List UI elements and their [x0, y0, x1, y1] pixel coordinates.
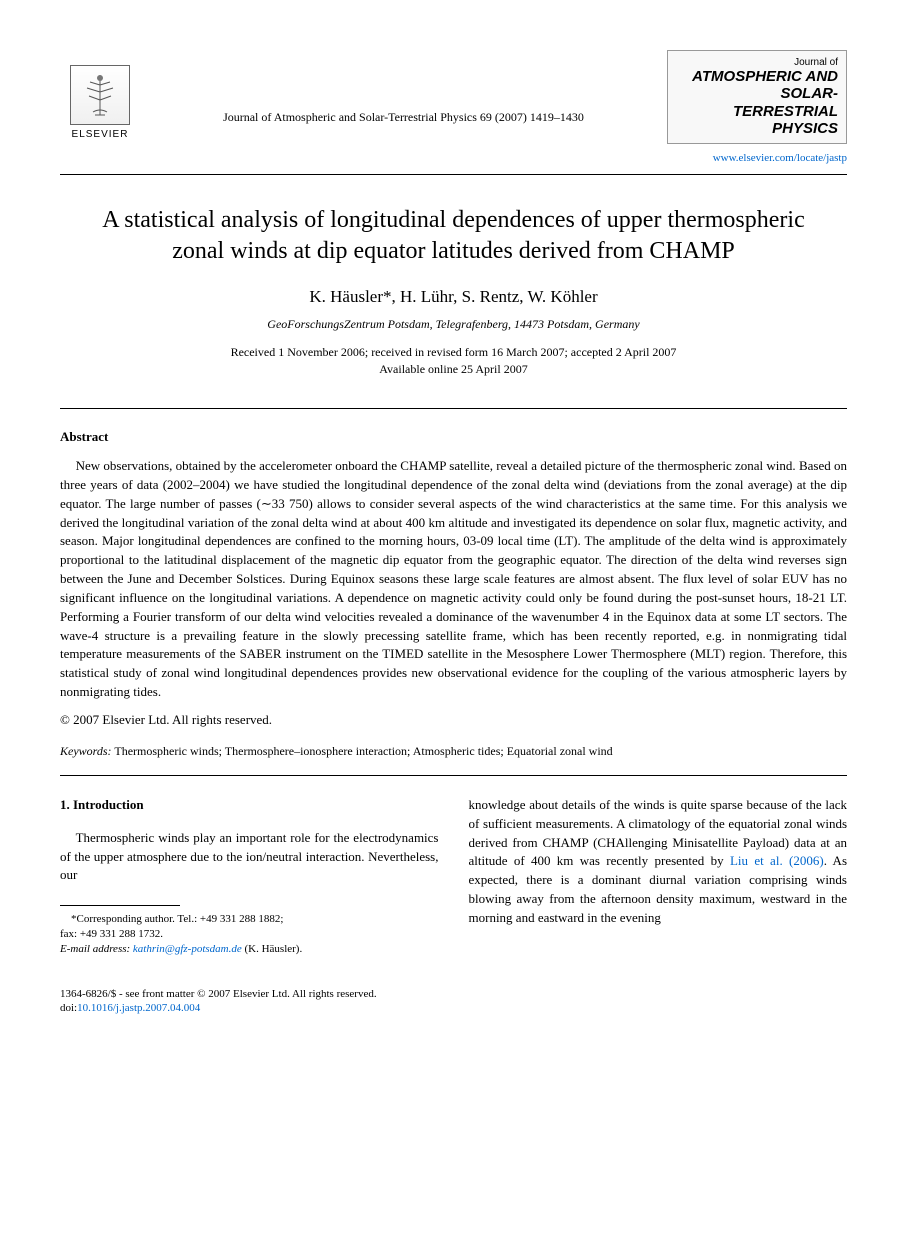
journal-prefix: Journal of	[676, 57, 838, 68]
footnote-tel: *Corresponding author. Tel.: +49 331 288…	[71, 913, 283, 925]
affiliation: GeoForschungsZentrum Potsdam, Telegrafen…	[60, 317, 847, 332]
corresponding-author-footnote: *Corresponding author. Tel.: +49 331 288…	[60, 912, 439, 957]
footnote-email-link[interactable]: kathrin@gfz-potsdam.de	[133, 943, 242, 955]
footnote-email-label: E-mail address:	[60, 943, 130, 955]
abstract-body: New observations, obtained by the accele…	[60, 457, 847, 702]
abstract-text: New observations, obtained by the accele…	[60, 458, 847, 699]
journal-name-line1: ATMOSPHERIC AND	[676, 68, 838, 85]
author-list: K. Häusler*, H. Lühr, S. Rentz, W. Köhle…	[60, 287, 847, 307]
publisher-logo: ELSEVIER	[60, 50, 140, 140]
page-footer: 1364-6826/$ - see front matter © 2007 El…	[60, 987, 847, 1016]
introduction-heading: 1. Introduction	[60, 796, 439, 815]
keywords-label: Keywords:	[60, 744, 112, 758]
left-column: 1. Introduction Thermospheric winds play…	[60, 796, 439, 957]
article-dates: Received 1 November 2006; received in re…	[60, 344, 847, 378]
citation-liu-2006[interactable]: Liu et al. (2006)	[730, 853, 824, 868]
issn-line: 1364-6826/$ - see front matter © 2007 El…	[60, 988, 377, 1000]
right-column: knowledge about details of the winds is …	[469, 796, 848, 957]
doi-label: doi:	[60, 1002, 77, 1014]
doi-link[interactable]: 10.1016/j.jastp.2007.04.004	[77, 1002, 200, 1014]
abstract-heading: Abstract	[60, 429, 847, 445]
journal-name-line3: PHYSICS	[676, 120, 838, 137]
divider	[60, 408, 847, 409]
footnote-separator	[60, 905, 180, 906]
journal-url-link[interactable]: www.elsevier.com/locate/jastp	[713, 152, 847, 164]
footnote-email-name: (K. Häusler).	[244, 943, 302, 955]
copyright-line: © 2007 Elsevier Ltd. All rights reserved…	[60, 712, 847, 728]
intro-paragraph-left: Thermospheric winds play an important ro…	[60, 829, 439, 886]
dates-online: Available online 25 April 2007	[379, 362, 527, 376]
publisher-name: ELSEVIER	[72, 129, 129, 140]
body-columns: 1. Introduction Thermospheric winds play…	[60, 796, 847, 957]
page-header: ELSEVIER Journal of Atmospheric and Sola…	[60, 50, 847, 175]
keywords-block: Keywords: Thermospheric winds; Thermosph…	[60, 744, 847, 776]
journal-reference: Journal of Atmospheric and Solar-Terrest…	[140, 50, 667, 125]
dates-received: Received 1 November 2006; received in re…	[231, 345, 677, 359]
article-title: A statistical analysis of longitudinal d…	[100, 205, 807, 267]
intro-paragraph-right: knowledge about details of the winds is …	[469, 796, 848, 928]
footnote-fax: fax: +49 331 288 1732.	[60, 928, 163, 940]
keywords-text: Thermospheric winds; Thermosphere–ionosp…	[114, 744, 612, 758]
journal-title-box: Journal of ATMOSPHERIC AND SOLAR-TERREST…	[667, 50, 847, 166]
journal-name-line2: SOLAR-TERRESTRIAL	[676, 85, 838, 120]
elsevier-tree-icon	[70, 65, 130, 125]
